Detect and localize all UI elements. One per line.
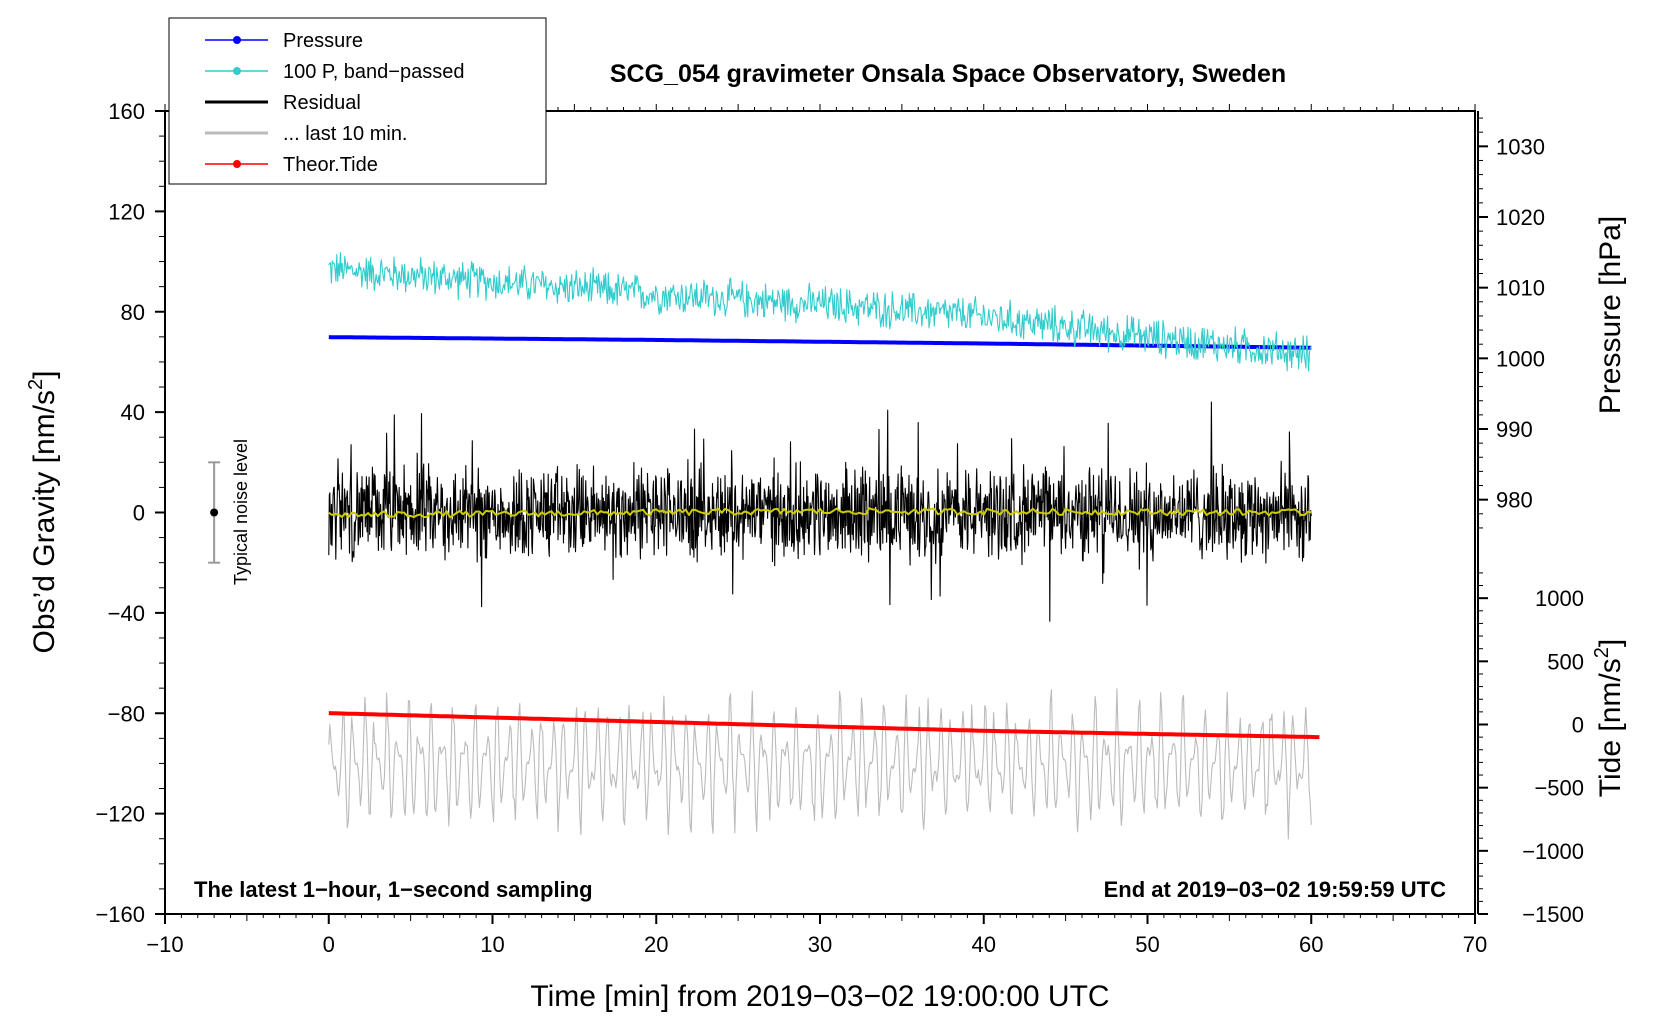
- series--last-10-min-: [328, 688, 1312, 840]
- pressure-tick-label: 1000: [1496, 346, 1545, 371]
- y-tick-label: 40: [121, 400, 145, 425]
- legend-label: ... last 10 min.: [283, 123, 408, 145]
- x-tick-label: 40: [972, 932, 996, 957]
- legend-marker: [233, 67, 241, 75]
- series-pressure: [328, 335, 1312, 350]
- x-axis-ticks: −10 0 10 20 30 40 50 60 70: [146, 104, 1487, 957]
- legend-marker: [233, 36, 241, 44]
- x-tick-label: 10: [480, 932, 504, 957]
- series-residual: [328, 401, 1312, 622]
- series-100-p-band-passed: [328, 252, 1312, 372]
- traces: [328, 252, 1320, 840]
- x-tick-label: 30: [808, 932, 832, 957]
- y-axis-ticks-left: 160 120 80 40 0 −40 −80 −120 −160: [95, 99, 165, 927]
- y-tick-label: 120: [108, 199, 145, 224]
- y-tick-label: −120: [95, 802, 145, 827]
- pressure-tick-label: 1010: [1496, 276, 1545, 301]
- y-tick-label: −80: [108, 701, 145, 726]
- series-theor-tide: [328, 711, 1320, 740]
- y-axis-title-left: Obs’d Gravity [nm/s2]: [25, 371, 61, 654]
- x-tick-label: 60: [1299, 932, 1323, 957]
- noise-center-point: [210, 508, 219, 517]
- footer-right: End at 2019−03−02 19:59:59 UTC: [1104, 877, 1447, 902]
- pressure-axis-ticks: 1030 1020 1010 1000 990 980: [1478, 117, 1545, 529]
- tide-tick-label: −1500: [1522, 902, 1584, 927]
- tide-axis-ticks: 1000 500 0 −500 −1000 −1500: [1478, 572, 1584, 927]
- tide-tick-label: −1000: [1522, 839, 1584, 864]
- x-axis-title: Time [min] from 2019−03−02 19:00:00 UTC: [530, 980, 1109, 1013]
- pressure-tick-label: 990: [1496, 417, 1533, 442]
- x-tick-label: 20: [644, 932, 668, 957]
- legend-label: Pressure: [283, 30, 363, 52]
- legend: Pressure 100 P, band−passed Residual ... la…: [168, 17, 547, 185]
- y-tick-label: −160: [95, 902, 145, 927]
- chart-title: SCG_054 gravimeter Onsala Space Observat…: [610, 60, 1286, 88]
- legend-label: Residual: [283, 92, 361, 114]
- legend-marker: [233, 160, 241, 168]
- tide-tick-label: 500: [1547, 649, 1584, 674]
- legend-label: 100 P, band−passed: [283, 61, 464, 83]
- legend-label: Theor.Tide: [283, 154, 378, 176]
- y-tick-label: 80: [121, 300, 145, 325]
- y-tick-label: 160: [108, 99, 145, 124]
- x-tick-label: 50: [1135, 932, 1159, 957]
- y-axis-title-tide: Tide [nm/s2]: [1591, 639, 1627, 797]
- noise-level-indicator: [208, 461, 221, 564]
- tide-tick-label: 1000: [1535, 586, 1584, 611]
- footer-left: The latest 1−hour, 1−second sampling: [194, 877, 593, 902]
- series-residual-smoothed: [328, 507, 1312, 519]
- pressure-tick-label: 980: [1496, 488, 1533, 513]
- noise-label: Typical noise level: [231, 439, 251, 585]
- pressure-tick-label: 1020: [1496, 205, 1545, 230]
- y-tick-label: −40: [108, 601, 145, 626]
- x-tick-label: −10: [146, 932, 183, 957]
- tide-tick-label: 0: [1572, 713, 1584, 738]
- tide-tick-label: −500: [1534, 776, 1584, 801]
- y-axis-title-pressure: Pressure [hPa]: [1594, 216, 1627, 414]
- x-tick-label: 70: [1463, 932, 1487, 957]
- x-tick-label: 0: [323, 932, 335, 957]
- pressure-tick-label: 1030: [1496, 134, 1545, 159]
- y-tick-label: 0: [133, 501, 145, 526]
